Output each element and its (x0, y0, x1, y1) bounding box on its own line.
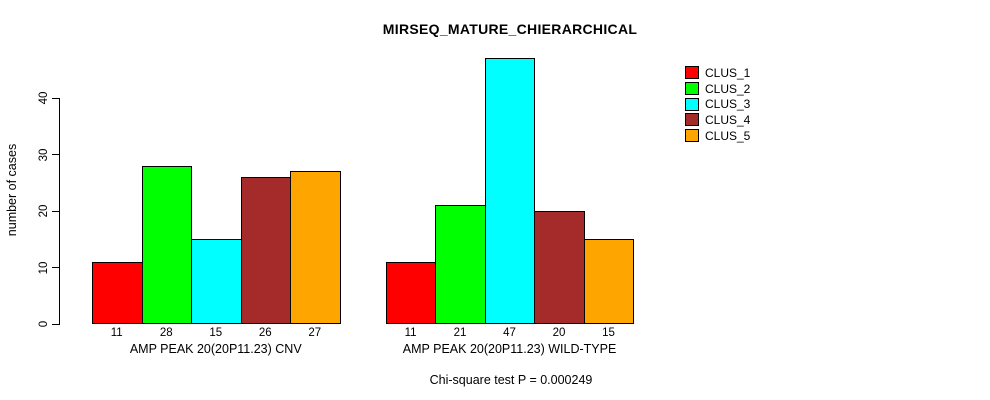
y-axis-tick (52, 267, 59, 268)
chart-title: MIRSEQ_MATURE_CHIERARCHICAL (382, 21, 638, 37)
legend-item: CLUS_3 (685, 96, 750, 112)
legend-label: CLUS_4 (705, 112, 751, 127)
legend-swatch-clus_1 (685, 66, 699, 80)
y-axis-tick (52, 210, 59, 212)
bar-clus_1 (385, 261, 437, 324)
group-label: AMP PEAK 20(20P11.23) CNV (129, 342, 302, 356)
legend-label: CLUS_5 (705, 128, 751, 143)
bar-value-label: 11 (404, 327, 417, 339)
chi-square-note: Chi-square test P = 0.000249 (429, 373, 593, 387)
bar-clus_4 (240, 177, 291, 324)
group-label: AMP PEAK 20(20P11.23) WILD-TYPE (402, 342, 617, 356)
legend-item: CLUS_5 (685, 128, 750, 144)
bar-value-label: 11 (110, 327, 123, 339)
legend-item: CLUS_2 (685, 81, 750, 97)
bar-clus_5 (290, 171, 341, 324)
bar-clus_1 (92, 261, 143, 324)
legend-label: CLUS_2 (705, 81, 751, 96)
bar-value-label: 21 (453, 327, 467, 339)
bar-clus_2 (141, 165, 192, 324)
y-axis-tick-label: 30 (38, 148, 50, 161)
bar-clus_2 (435, 205, 486, 324)
bar-value-label: 15 (602, 327, 615, 339)
legend: CLUS_1 CLUS_2 CLUS_3 CLUS_4 CLUS_5 (685, 65, 750, 143)
y-axis-tick-label: 10 (38, 261, 50, 274)
y-axis-tick-label: 20 (38, 204, 50, 218)
legend-swatch-clus_4 (685, 113, 699, 127)
bar-clus_3 (191, 239, 242, 324)
y-axis-line (59, 98, 60, 325)
legend-item: CLUS_4 (685, 112, 750, 128)
legend-item: CLUS_1 (685, 65, 750, 81)
legend-label: CLUS_1 (705, 65, 751, 80)
legend-swatch-clus_2 (685, 82, 699, 96)
bar-clus_3 (484, 58, 536, 324)
bar-value-label: 26 (258, 327, 272, 339)
legend-label: CLUS_3 (705, 97, 751, 112)
bar-value-label: 20 (552, 327, 566, 339)
y-axis-label: number of cases (5, 143, 19, 237)
y-axis-tick-label: 40 (38, 91, 50, 105)
bar-value-label: 27 (308, 327, 322, 339)
y-axis-tick-label: 0 (38, 320, 50, 328)
legend-swatch-clus_3 (685, 97, 699, 111)
bar-clus_5 (583, 239, 635, 324)
bar-value-label: 28 (159, 327, 173, 339)
bar-value-label: 47 (503, 327, 516, 339)
y-axis-tick (52, 97, 59, 99)
bar-clus_4 (534, 211, 585, 324)
bar-value-label: 15 (209, 327, 223, 339)
y-axis-tick (52, 323, 59, 325)
y-axis-tick (52, 154, 59, 155)
legend-swatch-clus_5 (685, 129, 699, 143)
